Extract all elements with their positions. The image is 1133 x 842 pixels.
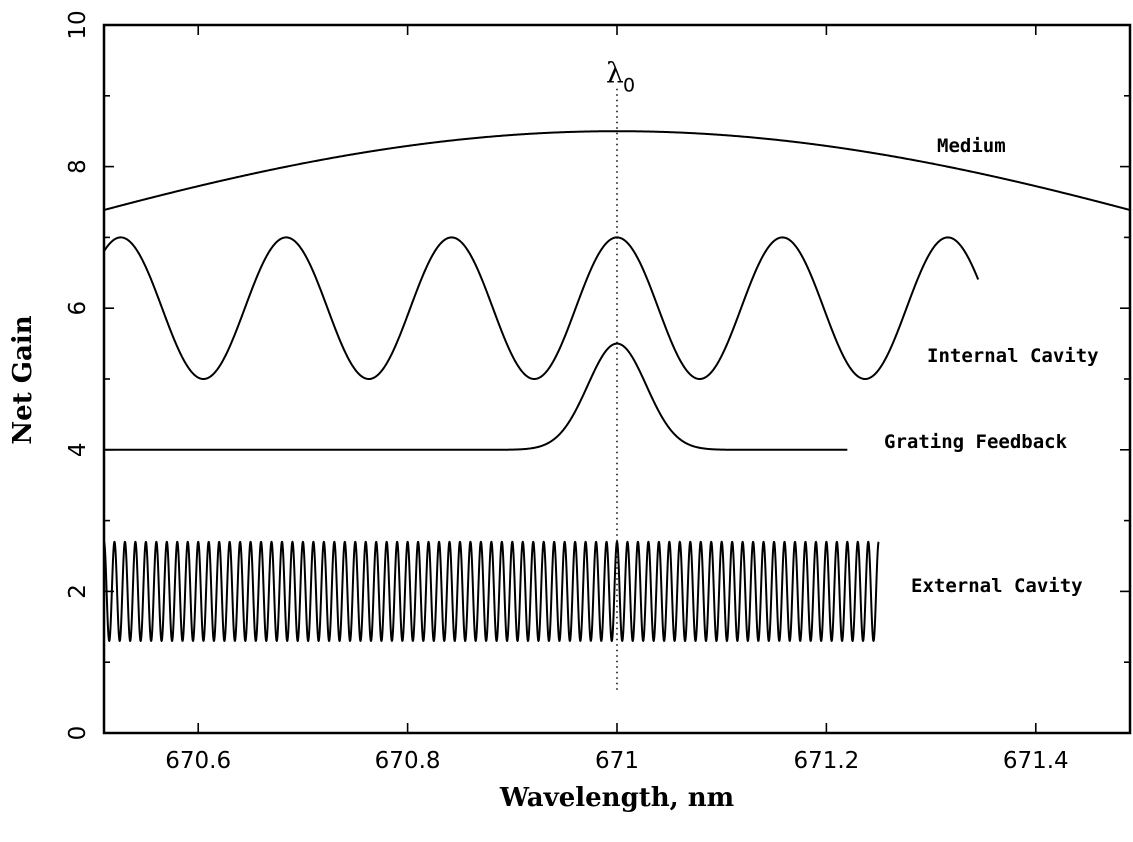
series-grating-feedback-line xyxy=(103,342,848,451)
series-label: Grating Feedback xyxy=(884,431,1068,453)
y-tick-label: 6 xyxy=(65,301,91,316)
x-tick-label: 671 xyxy=(595,748,639,774)
plot-frame xyxy=(102,23,1132,735)
x-tick-label: 670.6 xyxy=(165,748,231,774)
series-label: Medium xyxy=(937,135,1006,157)
y-tick-label: 0 xyxy=(65,726,91,741)
axis-ticks xyxy=(104,24,1130,734)
series-label: Internal Cavity xyxy=(927,345,1099,367)
curve-labels: Medium Internal Cavity Grating Feedback Ext… xyxy=(884,135,1099,597)
x-tick-label: 671.2 xyxy=(793,748,859,774)
lambda0-label: λ 0 xyxy=(606,57,635,97)
tick-labels: 670.6 670.8 671 671.2 671.4 0 2 4 6 8 10 xyxy=(65,10,1069,774)
series-internal-cavity-line xyxy=(103,236,980,380)
x-tick-label: 670.8 xyxy=(375,748,441,774)
series-external-cavity-line xyxy=(103,540,880,642)
y-tick-label: 10 xyxy=(65,10,91,39)
x-axis-title: Wavelength, nm xyxy=(499,783,734,813)
lambda0-subscript: 0 xyxy=(623,75,635,97)
y-tick-label: 2 xyxy=(65,584,91,599)
y-tick-label: 8 xyxy=(65,159,91,174)
y-tick-label: 4 xyxy=(65,442,91,457)
series-label: External Cavity xyxy=(911,575,1083,597)
lambda0-symbol: λ xyxy=(606,57,624,90)
y-axis-title: Net Gain xyxy=(8,315,38,444)
series-medium-line xyxy=(103,130,1131,211)
x-tick-label: 671.4 xyxy=(1003,748,1069,774)
curve-group xyxy=(103,130,1131,642)
